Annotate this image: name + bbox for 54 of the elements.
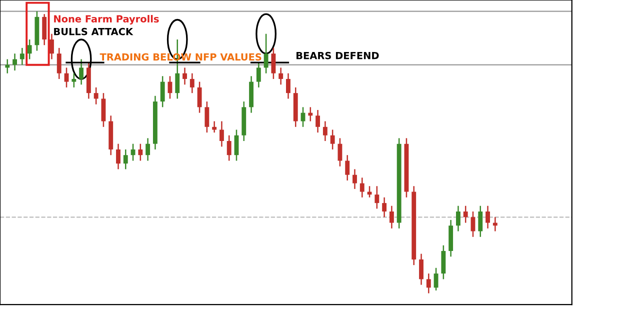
candlestick xyxy=(182,67,187,86)
candlestick xyxy=(264,33,268,74)
candlestick xyxy=(94,86,98,105)
candlestick xyxy=(5,58,10,74)
candlestick xyxy=(116,143,120,170)
annotation: None Farm Payrolls xyxy=(54,14,159,24)
candlestick xyxy=(271,47,276,80)
candlestick xyxy=(197,81,202,114)
candlestick xyxy=(50,33,54,60)
candlestick xyxy=(486,205,490,230)
candlestick xyxy=(419,253,424,286)
candlestick xyxy=(226,134,232,162)
candlestick xyxy=(72,72,76,88)
candlestick xyxy=(360,177,364,198)
candlestick xyxy=(374,185,380,210)
candlestick xyxy=(101,92,106,128)
candlestick xyxy=(160,76,165,108)
candlestick xyxy=(316,109,320,134)
candlestick xyxy=(64,67,69,88)
candlestick xyxy=(12,52,17,72)
candlestick xyxy=(308,106,313,122)
candlestick xyxy=(338,138,342,168)
candlestick xyxy=(441,244,446,280)
candlestick xyxy=(463,205,468,224)
annotation: BULLS ATTACK xyxy=(54,28,134,36)
candlestick xyxy=(322,120,328,142)
candlestick xyxy=(382,196,387,218)
candlestick xyxy=(352,168,357,190)
candlestick xyxy=(478,205,483,238)
candlestick xyxy=(138,143,143,162)
candlestick xyxy=(212,120,217,134)
candlestick xyxy=(56,47,62,80)
candlestick xyxy=(456,205,460,232)
candlestick xyxy=(190,72,194,94)
candlestick xyxy=(330,129,335,150)
candlestick xyxy=(426,272,431,294)
candlestick xyxy=(278,67,284,86)
candlestick xyxy=(300,106,306,128)
candlestick xyxy=(123,148,128,170)
candlestick xyxy=(345,154,350,182)
candlestick xyxy=(27,38,32,60)
candlestick xyxy=(219,120,224,148)
candlestick xyxy=(286,72,290,100)
candlestick xyxy=(389,205,394,230)
candlestick xyxy=(492,216,498,232)
candlestick xyxy=(204,100,210,134)
candlestick xyxy=(256,61,261,88)
candlestick xyxy=(20,47,24,66)
annotation: BEARS DEFEND xyxy=(296,52,379,60)
candlestick xyxy=(79,58,84,86)
candlestick xyxy=(146,138,150,162)
candlestick xyxy=(470,210,476,238)
candlestick xyxy=(434,267,438,292)
candlestick xyxy=(42,13,47,46)
